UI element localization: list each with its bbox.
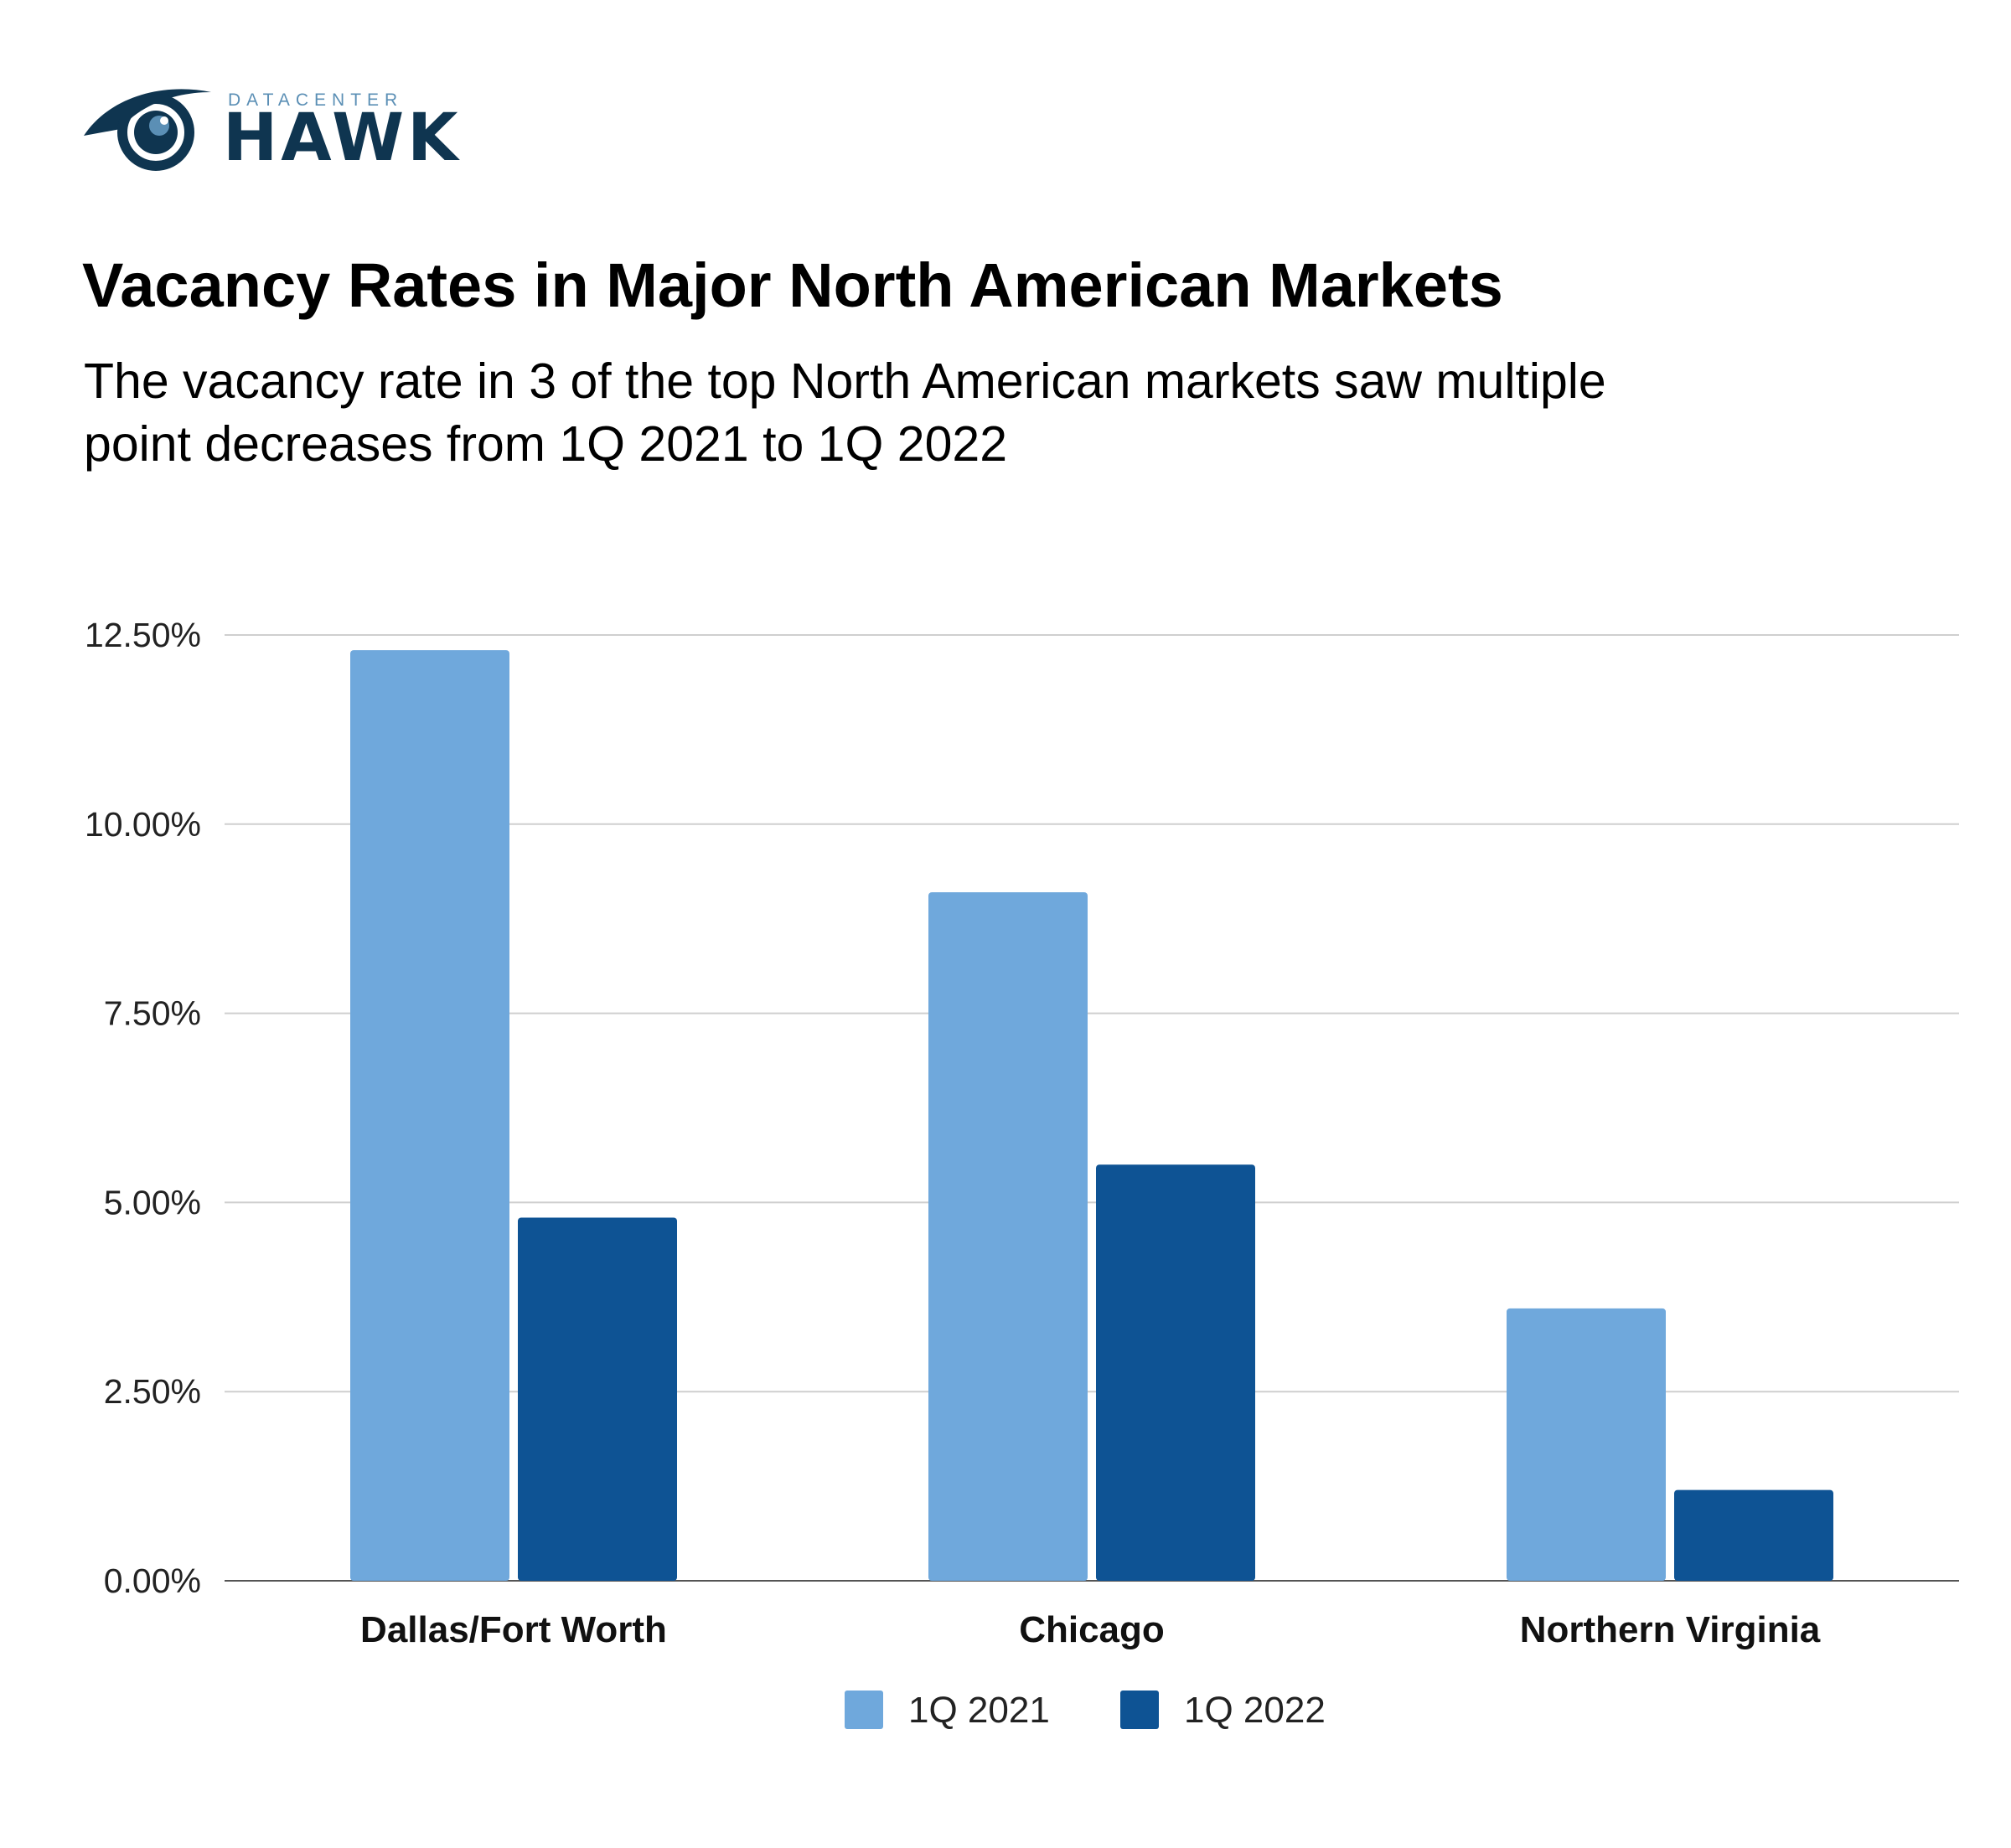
subtitle-line-2: point decreases from 1Q 2021 to 1Q 2022 <box>84 416 1008 472</box>
y-tick-label: 12.50% <box>85 616 201 654</box>
legend-swatch <box>1120 1691 1159 1729</box>
y-tick-label: 5.00% <box>104 1183 201 1221</box>
chart-subtitle: The vacancy rate in 3 of the top North A… <box>84 350 1927 476</box>
chart-title: Vacancy Rates in Major North American Ma… <box>82 250 1503 320</box>
legend-label: 1Q 2021 <box>908 1690 1050 1731</box>
y-tick-label: 0.00% <box>104 1562 201 1600</box>
x-category-label: Northern Virginia <box>1520 1609 1821 1650</box>
subtitle-line-1: The vacancy rate in 3 of the top North A… <box>84 354 1606 409</box>
legend-swatch <box>845 1691 883 1729</box>
bar <box>1096 1164 1255 1581</box>
bar <box>1674 1489 1833 1581</box>
bar <box>350 650 509 1582</box>
x-category-label: Chicago <box>1019 1609 1165 1650</box>
y-tick-label: 10.00% <box>85 805 201 844</box>
logo-top-text: DATACENTER <box>228 90 404 110</box>
bar <box>928 892 1088 1581</box>
bar <box>1507 1308 1666 1581</box>
datacenter-hawk-logo: DATACENTER HAWK <box>80 77 466 178</box>
hawk-eye-icon <box>84 89 211 171</box>
logo-main-text: HAWK <box>223 101 462 176</box>
x-category-label: Dallas/Fort Worth <box>360 1609 667 1650</box>
legend-label: 1Q 2022 <box>1184 1690 1326 1731</box>
y-tick-label: 2.50% <box>104 1372 201 1411</box>
y-tick-label: 7.50% <box>104 994 201 1033</box>
bar <box>518 1217 677 1581</box>
